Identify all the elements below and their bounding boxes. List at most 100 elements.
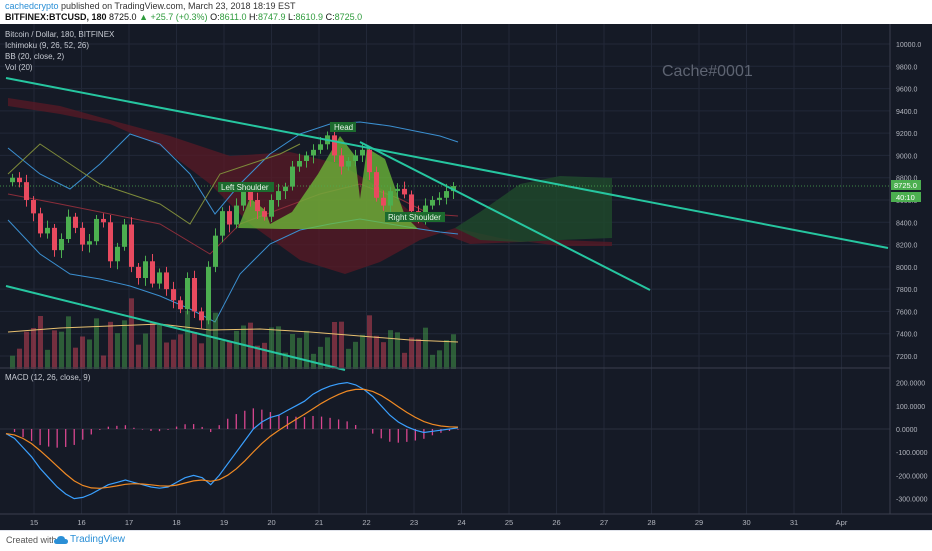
volume-bar	[80, 336, 85, 369]
watermark-text: Cache#0001	[662, 63, 753, 80]
volume-bar	[136, 344, 141, 369]
open-value: 8611.0	[219, 12, 247, 22]
candle-body	[346, 161, 351, 167]
svg-text:Head: Head	[334, 123, 353, 132]
descending-trendline-steep[interactable]	[359, 141, 651, 291]
candle-body	[213, 235, 218, 267]
volume-bar	[409, 337, 414, 369]
price-tick-label: 8400.0	[896, 220, 918, 227]
volume-bar	[339, 321, 344, 369]
volume-bar	[157, 323, 162, 369]
time-tick-label: 28	[647, 518, 655, 527]
price-tick-label: 8200.0	[896, 243, 918, 250]
candle-body	[430, 200, 435, 206]
candle-body	[339, 155, 344, 167]
descending-trendline-lower[interactable]	[5, 285, 346, 371]
right-shoulder-label[interactable]: Right Shoulder	[385, 212, 445, 222]
time-tick-label: 29	[695, 518, 703, 527]
open-label: O:	[210, 12, 220, 22]
high-label: H:	[248, 12, 258, 22]
volume-bar	[66, 316, 71, 369]
volume-bar	[276, 326, 281, 369]
candle-body	[94, 218, 99, 242]
volume-bar	[241, 325, 246, 369]
candle-body	[423, 205, 428, 217]
volume-bar	[332, 322, 337, 369]
candle-body	[45, 227, 50, 234]
chart-area[interactable]: Left Shoulder Head Right Shoulder Cache#…	[0, 24, 932, 530]
volume-bar	[227, 342, 232, 369]
svg-text:Right Shoulder: Right Shoulder	[388, 213, 441, 222]
candle-body	[269, 200, 274, 217]
time-tick-label: 21	[315, 518, 323, 527]
candle-body	[255, 200, 260, 212]
author-link[interactable]: cachedcrypto	[5, 1, 59, 11]
chart-canvas[interactable]: Left Shoulder Head Right Shoulder Cache#…	[0, 24, 932, 530]
volume-bar	[213, 312, 218, 369]
head-label[interactable]: Head	[330, 122, 356, 132]
candle-body	[395, 188, 400, 192]
ichimoku-legend[interactable]: Ichimoku (9, 26, 52, 26)	[5, 41, 90, 50]
candle-body	[276, 191, 281, 200]
volume-bar	[395, 332, 400, 369]
volume-bar	[10, 355, 15, 369]
volume-bar	[52, 330, 57, 369]
volume-bar	[17, 348, 22, 369]
candle-body	[402, 188, 407, 195]
symbol-quote-line: BITFINEX:BTCUSD, 180 8725.0 ▲ +25.7 (+0.…	[5, 12, 362, 23]
candle-body	[122, 224, 127, 247]
time-tick-label: 22	[362, 518, 370, 527]
candle-body	[283, 186, 288, 192]
volume-bar	[178, 334, 183, 369]
candle-body	[234, 205, 239, 225]
ichimoku-lagging-line	[7, 143, 301, 225]
time-tick-label: 24	[457, 518, 465, 527]
price-tick-label: 7800.0	[896, 287, 918, 294]
candle-body	[409, 194, 414, 212]
bb-legend[interactable]: BB (20, close, 2)	[5, 52, 65, 61]
candle-body	[451, 186, 456, 192]
volume-bars	[10, 298, 456, 369]
volume-bar	[38, 316, 43, 369]
volume-bar	[423, 327, 428, 369]
volume-bar	[129, 298, 134, 369]
candle-body	[59, 239, 64, 251]
candle-body	[192, 278, 197, 312]
left-shoulder-label[interactable]: Left Shoulder	[218, 182, 274, 192]
last-price: 8725.0	[109, 12, 137, 22]
candle-body	[164, 272, 169, 290]
time-axis-labels[interactable]: 15 16 17 18 19 20 21 22 23 24 25 26 27 28 29 30 31 Apr	[30, 518, 848, 527]
time-tick-label: 27	[600, 518, 608, 527]
time-tick-label: 30	[742, 518, 750, 527]
high-value: 8747.9	[257, 12, 286, 22]
volume-bar	[101, 355, 106, 369]
candle-body	[143, 261, 148, 278]
last-price-tag: 8725.0	[891, 180, 921, 190]
macd-legend[interactable]: MACD (12, 26, close, 9)	[5, 373, 91, 382]
candle-body	[31, 200, 36, 214]
candle-body	[73, 216, 78, 228]
price-tick-label: 9600.0	[896, 87, 918, 94]
time-tick-label: 15	[30, 518, 38, 527]
time-tick-label: Apr	[836, 518, 848, 527]
candle-body	[318, 144, 323, 150]
candle-body	[101, 218, 106, 223]
tradingview-brand-link[interactable]: TradingView	[70, 534, 126, 545]
time-tick-label: 25	[505, 518, 513, 527]
descending-trendline-upper[interactable]	[5, 77, 889, 249]
volume-bar	[220, 340, 225, 369]
candle-body	[241, 188, 246, 206]
volume-legend[interactable]: Vol (20)	[5, 63, 33, 72]
ichimoku-cloud-bullish	[455, 176, 612, 242]
macd-signal-line	[5, 388, 459, 489]
volume-bar	[283, 352, 288, 369]
candle-body	[290, 166, 295, 187]
time-tick-label: 23	[410, 518, 418, 527]
price-scale[interactable]	[890, 24, 932, 514]
volume-bar	[325, 337, 330, 369]
candle-body	[297, 161, 302, 167]
macd-tick-label: -300.0000	[896, 497, 928, 504]
candle-body	[150, 261, 155, 284]
svg-text:8725.0: 8725.0	[894, 181, 917, 190]
time-tick-label: 31	[790, 518, 798, 527]
